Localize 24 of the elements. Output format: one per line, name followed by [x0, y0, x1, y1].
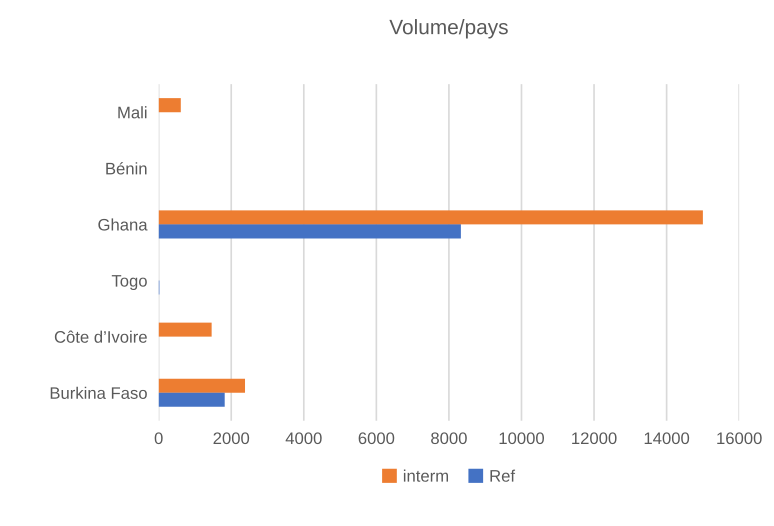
bar — [158, 392, 225, 407]
x-tick-label: 6000 — [358, 432, 394, 444]
y-tick-label: Bénin — [106, 162, 146, 175]
x-tick-label: 16000 — [717, 432, 762, 444]
x-tick-label: 10000 — [500, 432, 544, 444]
chart-title: Volume/pays — [389, 19, 508, 38]
bar — [158, 322, 212, 337]
x-tick-label: 14000 — [644, 432, 690, 444]
x-tick-label: 12000 — [572, 432, 617, 444]
bar — [158, 378, 246, 393]
legend-label: interm — [404, 470, 448, 482]
bar — [158, 224, 461, 238]
y-tick-label: Côte d’Ivoire — [54, 330, 147, 343]
x-tick-label: 8000 — [431, 432, 467, 444]
y-tick-label: Ghana — [98, 218, 148, 231]
x-tick-label: 4000 — [286, 432, 322, 444]
x-tick-label: 2000 — [214, 432, 250, 444]
bar — [158, 98, 181, 112]
bar — [158, 210, 703, 224]
y-tick-label: Mali — [118, 106, 146, 118]
x-tick-label: 0 — [154, 432, 163, 444]
y-tick-label: Burkina Faso — [50, 386, 147, 399]
legend-label: Ref — [490, 470, 516, 482]
y-tick-label: Togo — [112, 275, 147, 290]
